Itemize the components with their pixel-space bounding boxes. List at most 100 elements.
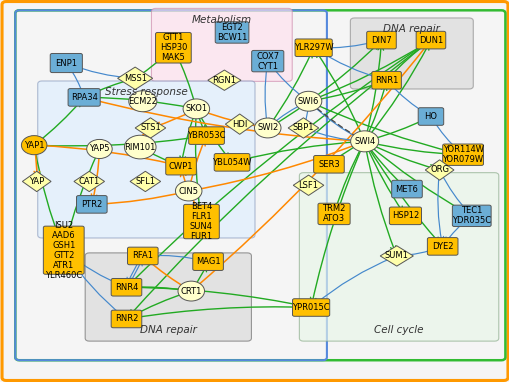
Polygon shape — [380, 246, 413, 266]
FancyBboxPatch shape — [313, 155, 344, 173]
FancyBboxPatch shape — [415, 31, 445, 49]
Circle shape — [254, 118, 280, 138]
FancyBboxPatch shape — [68, 89, 100, 106]
Text: Cell cycle: Cell cycle — [374, 325, 423, 335]
Text: HDI: HDI — [232, 120, 247, 129]
Text: ENP1: ENP1 — [55, 58, 77, 68]
Polygon shape — [118, 67, 152, 89]
Circle shape — [295, 91, 321, 111]
Text: TRM2
ATO3: TRM2 ATO3 — [322, 204, 345, 223]
FancyBboxPatch shape — [127, 247, 158, 265]
Text: YAP5: YAP5 — [89, 144, 109, 154]
Text: YBR053C: YBR053C — [187, 131, 225, 140]
Polygon shape — [208, 70, 241, 91]
Text: RNR4: RNR4 — [115, 283, 138, 292]
Text: RGN1: RGN1 — [212, 76, 236, 85]
Text: SWI4: SWI4 — [353, 137, 375, 146]
Text: COX7
CYT1: COX7 CYT1 — [256, 52, 279, 71]
FancyBboxPatch shape — [188, 127, 224, 144]
Text: BET4
FLR1
SUN4
FUR1: BET4 FLR1 SUN4 FUR1 — [189, 202, 213, 241]
Polygon shape — [288, 118, 318, 138]
Text: EGT2
BCW11: EGT2 BCW11 — [216, 23, 247, 42]
Text: MAG1: MAG1 — [195, 257, 220, 266]
Text: DNA repair: DNA repair — [383, 24, 439, 34]
FancyBboxPatch shape — [111, 278, 142, 296]
Text: STS1: STS1 — [140, 123, 160, 133]
Text: DIN7: DIN7 — [371, 36, 391, 45]
Text: MET6: MET6 — [395, 185, 417, 194]
Circle shape — [183, 99, 209, 119]
Polygon shape — [293, 175, 323, 196]
Text: DUN1: DUN1 — [418, 36, 442, 45]
Text: CRT1: CRT1 — [180, 286, 202, 296]
Text: SFL1: SFL1 — [135, 177, 155, 186]
Text: TEC1
YDR035C: TEC1 YDR035C — [451, 206, 490, 225]
Text: YAP1: YAP1 — [24, 141, 44, 150]
FancyBboxPatch shape — [183, 204, 219, 239]
FancyBboxPatch shape — [85, 253, 251, 341]
Text: SUM1: SUM1 — [384, 251, 408, 261]
Circle shape — [124, 135, 156, 159]
Polygon shape — [425, 160, 453, 180]
FancyBboxPatch shape — [155, 32, 191, 63]
FancyBboxPatch shape — [294, 39, 332, 57]
Text: YAP: YAP — [29, 177, 44, 186]
FancyBboxPatch shape — [214, 154, 249, 171]
FancyBboxPatch shape — [427, 238, 457, 255]
Text: RNR1: RNR1 — [374, 76, 398, 85]
Text: LSF1: LSF1 — [298, 181, 318, 190]
Text: SWI2: SWI2 — [257, 123, 278, 133]
FancyBboxPatch shape — [391, 180, 421, 198]
Text: SWI6: SWI6 — [297, 97, 319, 106]
FancyBboxPatch shape — [165, 157, 196, 175]
Text: SKO1: SKO1 — [185, 104, 207, 113]
FancyBboxPatch shape — [350, 18, 472, 89]
Circle shape — [175, 181, 202, 201]
FancyBboxPatch shape — [50, 53, 82, 73]
Text: ISU2
AAD6
GSH1
GTT2
ATR1
YLR460C: ISU2 AAD6 GSH1 GTT2 ATR1 YLR460C — [45, 220, 82, 280]
FancyBboxPatch shape — [366, 31, 395, 49]
FancyBboxPatch shape — [151, 8, 292, 81]
FancyBboxPatch shape — [451, 205, 490, 227]
Text: ECM22: ECM22 — [128, 97, 157, 106]
Text: DNA repair: DNA repair — [139, 325, 196, 335]
FancyBboxPatch shape — [192, 253, 223, 270]
Text: SER3: SER3 — [318, 160, 339, 169]
Text: CIN5: CIN5 — [178, 186, 199, 196]
Circle shape — [21, 136, 47, 155]
FancyBboxPatch shape — [318, 203, 350, 225]
FancyBboxPatch shape — [251, 50, 283, 72]
FancyBboxPatch shape — [299, 173, 498, 341]
FancyBboxPatch shape — [43, 226, 84, 274]
FancyBboxPatch shape — [389, 207, 421, 225]
Text: GTT1
HSP30
MAK5: GTT1 HSP30 MAK5 — [159, 33, 187, 62]
Text: Stress response: Stress response — [105, 87, 187, 97]
Circle shape — [350, 131, 378, 152]
Text: Metabolism: Metabolism — [191, 15, 251, 24]
Text: PTR2: PTR2 — [81, 200, 102, 209]
FancyBboxPatch shape — [417, 108, 443, 125]
Polygon shape — [225, 114, 253, 134]
Text: RFA1: RFA1 — [132, 251, 153, 261]
Polygon shape — [74, 171, 104, 192]
Text: SBP1: SBP1 — [292, 123, 314, 133]
FancyBboxPatch shape — [292, 299, 329, 316]
Text: CAT1: CAT1 — [78, 177, 100, 186]
Circle shape — [129, 91, 157, 112]
Circle shape — [87, 139, 112, 159]
Text: ORG: ORG — [429, 165, 448, 175]
Text: YBL054W: YBL054W — [212, 158, 251, 167]
Text: RIM101: RIM101 — [124, 142, 156, 152]
Text: YOR114W
YOR079W: YOR114W YOR079W — [442, 145, 483, 164]
FancyBboxPatch shape — [76, 196, 107, 213]
Polygon shape — [135, 118, 165, 138]
Text: YLR297W: YLR297W — [293, 43, 333, 52]
FancyBboxPatch shape — [38, 81, 254, 238]
FancyBboxPatch shape — [111, 310, 142, 328]
FancyBboxPatch shape — [215, 22, 248, 43]
Text: MSS1: MSS1 — [123, 74, 147, 83]
Text: HSP12: HSP12 — [391, 211, 418, 220]
Text: YPR015C: YPR015C — [292, 303, 329, 312]
Text: RNR2: RNR2 — [115, 314, 138, 324]
Text: CWP1: CWP1 — [168, 162, 193, 171]
